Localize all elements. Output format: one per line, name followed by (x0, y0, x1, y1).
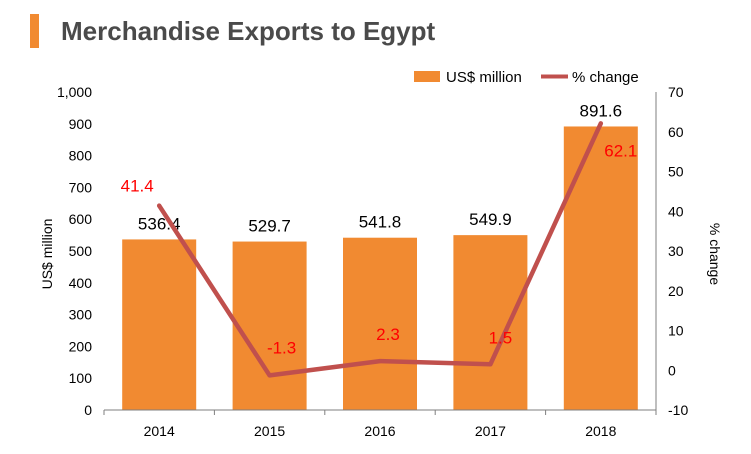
y2-tick-label: -10 (668, 402, 688, 418)
line-point (488, 362, 493, 367)
y-tick-label: 300 (69, 307, 93, 323)
line-point (598, 121, 603, 126)
y-tick-label: 0 (84, 402, 92, 418)
bar (563, 126, 638, 411)
y-tick-label: 900 (69, 116, 93, 132)
page-title: Merchandise Exports to Egypt (61, 16, 436, 46)
line-point (267, 373, 272, 378)
line-value-label: 41.4 (121, 177, 154, 196)
legend-bar-label: US$ million (446, 69, 522, 86)
title-accent-bar (30, 14, 39, 48)
x-tick-label: 2018 (585, 423, 616, 439)
x-tick-label: 2014 (144, 423, 175, 439)
legend: US$ million % change (414, 69, 639, 86)
x-tick-label: 2015 (254, 423, 285, 439)
line-value-label: -1.3 (267, 338, 296, 357)
y2-tick-label: 0 (668, 362, 676, 378)
x-axis: 2014 2015 2016 2017 2018 (103, 92, 657, 439)
line-point (157, 203, 162, 208)
bar-series (122, 126, 638, 411)
y2-tick-label: 20 (668, 283, 684, 299)
bar (122, 239, 197, 410)
bar (343, 237, 417, 410)
bar-value-label: 549.9 (469, 210, 512, 229)
y-tick-label: 1,000 (57, 84, 92, 100)
y-tick-label: 800 (69, 148, 93, 164)
y2-tick-label: 70 (668, 84, 684, 100)
y-tick-label: 100 (69, 370, 93, 386)
y-tick-label: 700 (69, 179, 93, 195)
y2-tick-label: 60 (668, 124, 684, 140)
bar (232, 241, 307, 410)
y2-tick-label: 10 (668, 323, 684, 339)
legend-line-label: % change (572, 69, 639, 86)
bar-value-label: 529.7 (248, 217, 291, 236)
bar-value-label: 891.6 (580, 101, 623, 120)
y2-axis-title: % change (707, 223, 723, 285)
y-axis-title: US$ million (39, 219, 55, 290)
y-tick-label: 600 (69, 211, 93, 227)
x-tick-label: 2016 (364, 423, 395, 439)
y2-tick-label: 40 (668, 203, 684, 219)
line-value-label: 1.5 (489, 328, 513, 347)
y2-tick-label: 50 (668, 164, 684, 180)
y-tick-label: 500 (69, 243, 93, 259)
y-tick-label: 200 (69, 338, 93, 354)
line-point (378, 359, 382, 364)
legend-bar-swatch (414, 71, 440, 82)
bar (453, 235, 528, 410)
y2-tick-label: 30 (668, 243, 684, 259)
x-tick-label: 2017 (475, 423, 506, 439)
bar-value-label: 541.8 (359, 213, 402, 232)
y-axis-right: -10 0 10 20 30 40 50 60 70 (668, 84, 688, 418)
y-tick-label: 400 (69, 275, 93, 291)
line-value-label: 62.1 (604, 141, 637, 160)
line-series (156, 121, 604, 378)
line-value-label: 2.3 (376, 325, 400, 344)
line-data-labels: 41.4 -1.3 2.3 1.5 62.1 (121, 141, 638, 357)
y-axis-left: 0 100 200 300 400 500 600 700 800 900 1,000 (57, 84, 92, 418)
